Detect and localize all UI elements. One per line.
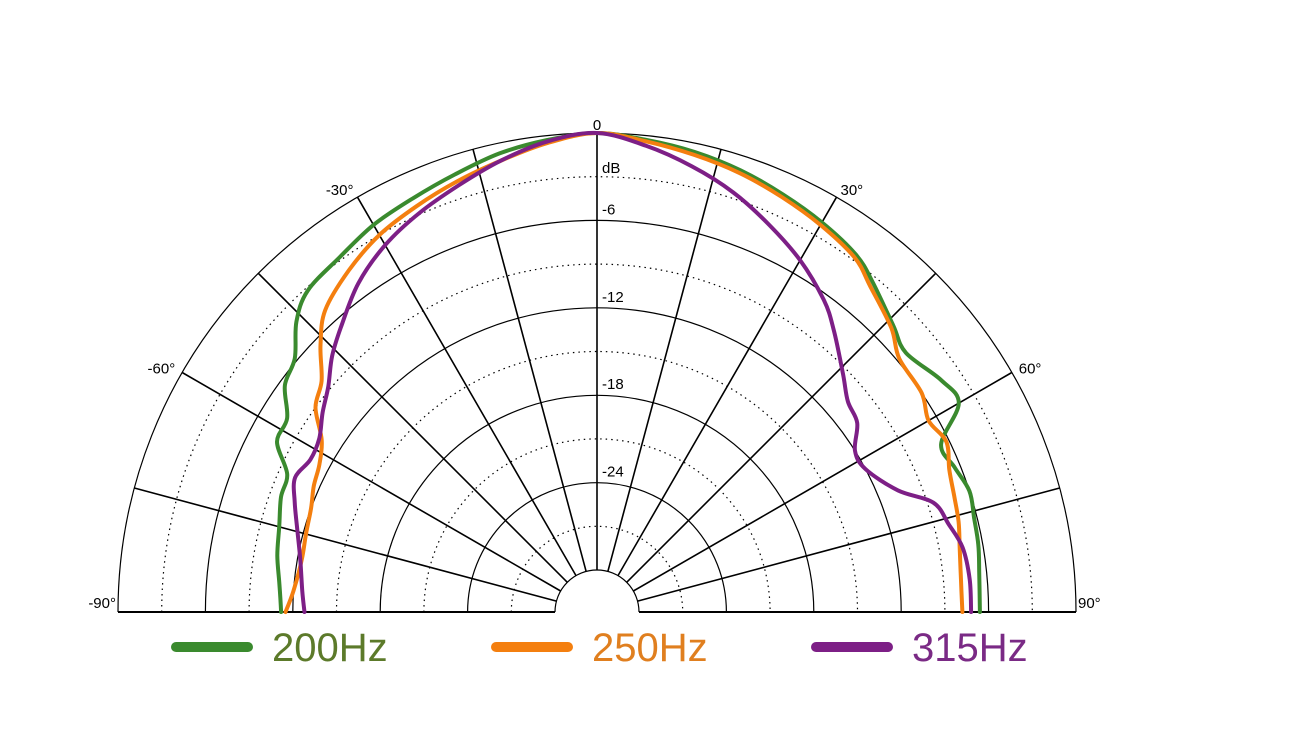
legend-label-315hz: 315Hz xyxy=(912,626,1028,670)
angle-label: -60° xyxy=(148,361,176,378)
legend: 200Hz 250Hz 315Hz xyxy=(171,626,1028,670)
grid-ring-dotted xyxy=(335,350,859,613)
radial-tick-label: -18 xyxy=(602,376,624,393)
series-curve-200hz xyxy=(275,131,982,614)
grid-spoke xyxy=(617,196,838,577)
grid-spoke xyxy=(637,487,1060,602)
radial-tick-label: -6 xyxy=(602,201,615,218)
grid-spoke xyxy=(134,487,557,602)
polar-grid xyxy=(117,132,1077,613)
angle-label: 60° xyxy=(1019,361,1042,378)
series-curve-250hz xyxy=(283,130,965,614)
grid-spoke xyxy=(632,371,1013,592)
grid-spoke xyxy=(472,149,587,572)
grid-spoke xyxy=(356,196,577,577)
legend-label-200hz: 200Hz xyxy=(272,626,388,670)
grid-hub xyxy=(554,569,640,613)
grid-ring-dotted xyxy=(510,525,684,613)
angle-label: 90° xyxy=(1078,595,1101,612)
radial-tick-label: -24 xyxy=(602,464,624,481)
radial-tick-label: 0 xyxy=(593,117,601,134)
legend-label-250hz: 250Hz xyxy=(592,626,708,670)
grid-ring-dotted xyxy=(248,263,946,613)
radial-tick-label: -12 xyxy=(602,289,624,306)
angle-label: -30° xyxy=(326,182,354,199)
polar-curves xyxy=(275,130,982,614)
polar-labels: 0 -6 -12 -18 -24 dB -90° -60° -30° 30° 60° 90° xyxy=(88,117,1100,612)
angle-label: 30° xyxy=(841,182,864,199)
radial-unit-label: dB xyxy=(602,160,620,177)
grid-spoke xyxy=(181,371,562,592)
grid-ring-dotted xyxy=(423,438,771,613)
grid-spoke xyxy=(257,272,568,583)
grid-ring-dotted xyxy=(161,176,1033,613)
angle-label: -90° xyxy=(88,595,116,612)
series-curve-315hz xyxy=(291,130,974,614)
grid-spoke xyxy=(607,149,722,572)
grid-spoke xyxy=(626,272,937,583)
